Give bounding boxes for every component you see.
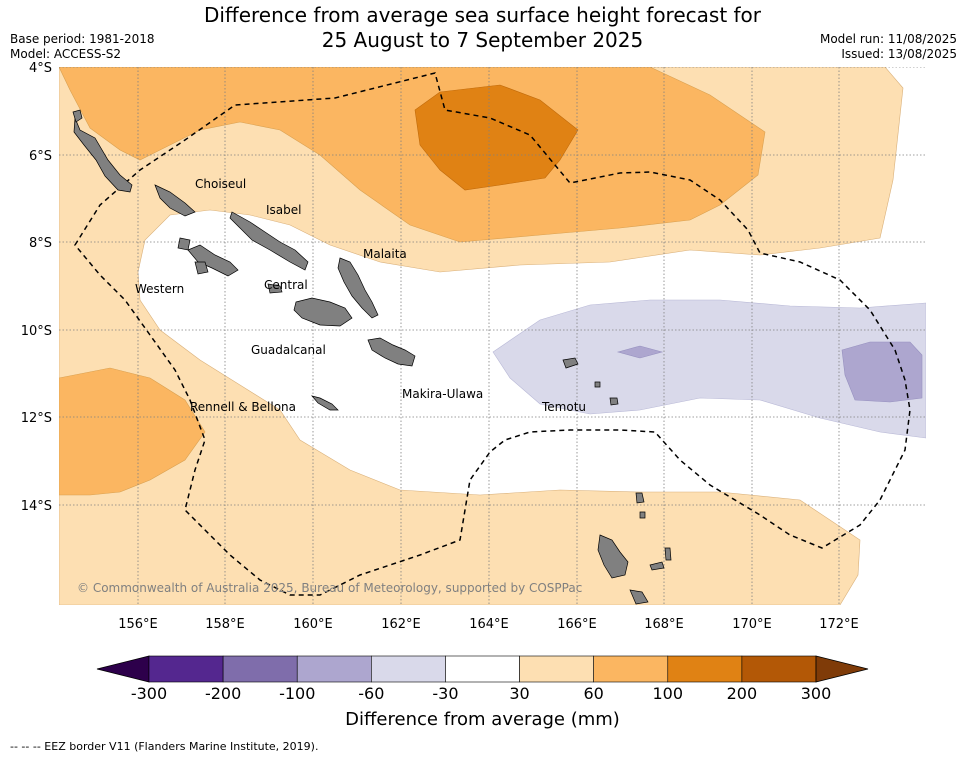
anomaly-band-100-200: [414, 84, 579, 191]
map-area: [59, 67, 926, 605]
sea-level-map: Choiseul Isabel Malaita Western Central …: [21, 61, 926, 632]
island-tikopia: [594, 381, 601, 388]
lon-label-158e: 158°E: [205, 617, 245, 632]
lat-label-10s: 10°S: [21, 324, 52, 339]
label-central: Central: [264, 278, 308, 292]
colorbar-cells: [148, 655, 817, 683]
colorbar-under-arrow: [96, 655, 150, 683]
eez-footnote: -- -- -- EEZ border V11 (Flanders Marine…: [10, 740, 319, 753]
latitude-labels: 4°S 6°S 8°S 10°S 12°S 14°S: [21, 61, 52, 514]
label-western: Western: [135, 282, 184, 296]
anomaly-patch-neg100-neg60-center: [616, 345, 664, 359]
lon-label-164e: 164°E: [469, 617, 509, 632]
issued-date: Issued: 13/08/2025: [841, 47, 957, 61]
colorbar-label: Difference from average (mm): [345, 709, 620, 730]
colorbar-cell: [445, 655, 520, 683]
colorbar-tick-label: 100: [652, 684, 684, 703]
colorbar-cell: [222, 655, 298, 683]
colorbar-cell: [667, 655, 743, 683]
colorbar-tick-label: 60: [583, 684, 604, 703]
island-vanikoro: [609, 397, 619, 406]
lon-label-160e: 160°E: [293, 617, 333, 632]
island-guadalcanal: [293, 297, 353, 327]
anomaly-band-60-100-southwest: [59, 367, 206, 496]
colorbar-tick-label: -30: [432, 684, 459, 703]
eez-border: [74, 72, 911, 596]
island-espiritu-santo: [597, 534, 629, 579]
label-temotu: Temotu: [541, 400, 586, 414]
colorbar-cell: [519, 655, 594, 683]
colorbar-cell: [148, 655, 224, 683]
island-makira: [367, 337, 416, 367]
island-rendova: [194, 261, 209, 275]
island-kolombangara: [177, 237, 191, 251]
colorbar-ticks: -300 -200 -100 -60 -30 30 60 100 200 300: [0, 684, 965, 706]
colorbar-tick-label: -200: [204, 684, 242, 703]
lon-label-170e: 170°E: [732, 617, 772, 632]
island-ambae: [649, 561, 665, 571]
island-malekula: [629, 589, 649, 605]
island-rennell: [311, 395, 339, 411]
island-shortland: [72, 109, 83, 123]
colorbar-over-arrow: [815, 655, 869, 683]
anomaly-patch-neg100-neg60-east: [841, 341, 923, 403]
island-choiseul: [73, 117, 133, 193]
label-choiseul: Choiseul: [195, 177, 246, 191]
colorbar-cell: [593, 655, 669, 683]
island-malaita: [337, 257, 379, 319]
colorbar-cell: [741, 655, 817, 683]
title-line-2: 25 August to 7 September 2025: [321, 28, 644, 52]
colorbar-tick-label: -100: [279, 684, 316, 703]
label-isabel: Isabel: [266, 203, 301, 217]
title-line-1: Difference from average sea surface heig…: [203, 3, 762, 27]
label-guadalcanal: Guadalcanal: [251, 343, 326, 357]
lon-label-162e: 162°E: [381, 617, 421, 632]
lat-label-4s: 4°S: [29, 61, 52, 76]
anomaly-band-neg60-neg30: [492, 299, 926, 439]
colorbar-tick-label: -300: [130, 684, 168, 703]
lat-label-8s: 8°S: [29, 236, 52, 251]
colorbar-tick-label: -60: [358, 684, 385, 703]
model-info: Base period: 1981-2018 Model: ACCESS-S2: [10, 32, 155, 62]
lon-label-156e: 156°E: [118, 617, 158, 632]
lon-label-172e: 172°E: [819, 617, 859, 632]
label-malaita: Malaita: [363, 247, 407, 261]
graticule: [59, 67, 926, 605]
lat-label-6s: 6°S: [29, 149, 52, 164]
colorbar-tick-label: 30: [509, 684, 530, 703]
island-central-islands: [267, 283, 283, 294]
colorbar-tick-label: 300: [800, 684, 832, 703]
run-info: Model run: 11/08/2025 Issued: 13/08/2025: [820, 32, 957, 62]
label-makira-ulawa: Makira-Ulawa: [402, 387, 483, 401]
island-vella-lavella: [154, 184, 196, 217]
label-rennell-bellona: Rennell & Bellona: [190, 400, 296, 414]
copyright-notice: © Commonwealth of Australia 2025, Bureau…: [77, 581, 582, 595]
base-period: Base period: 1981-2018: [10, 32, 155, 46]
longitude-labels: 156°E 158°E 160°E 162°E 164°E 166°E 168°…: [118, 617, 859, 632]
island-isabel: [229, 211, 309, 271]
colorbar-cell: [296, 655, 372, 683]
colorbar-cell: [371, 655, 446, 683]
map-title: Difference from average sea surface heig…: [0, 3, 965, 53]
colorbar: [96, 655, 869, 683]
province-labels: Choiseul Isabel Malaita Western Central …: [135, 177, 586, 414]
model-run: Model run: 11/08/2025: [819, 32, 957, 46]
lon-label-168e: 168°E: [644, 617, 684, 632]
colorbar-tick-label: 200: [726, 684, 758, 703]
island-santa-cruz: [562, 357, 579, 369]
island-pentecost: [664, 547, 672, 561]
lon-label-166e: 166°E: [557, 617, 597, 632]
land-masses: [72, 109, 672, 605]
island-torres: [639, 511, 646, 519]
lat-label-14s: 14°S: [21, 499, 52, 514]
island-banks: [635, 492, 645, 504]
model-name: Model: ACCESS-S2: [10, 47, 122, 61]
lat-label-12s: 12°S: [21, 411, 52, 426]
